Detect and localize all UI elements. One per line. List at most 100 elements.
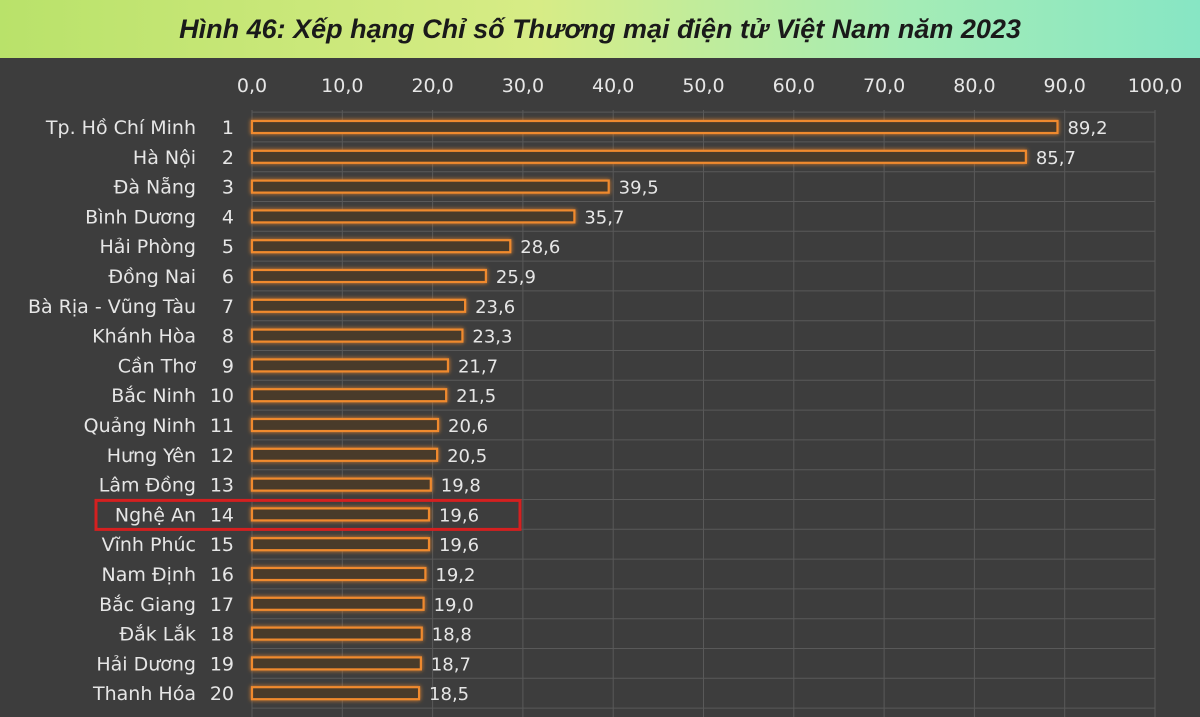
category-label: Hải Phòng	[100, 236, 196, 258]
value-label: 20,6	[448, 416, 488, 437]
category-label: Quảng Ninh	[84, 415, 196, 437]
rank-label: 19	[210, 653, 234, 675]
rank-label: 14	[210, 504, 234, 526]
value-label: 28,6	[520, 237, 560, 258]
rank-label: 11	[210, 415, 234, 437]
bar-chart: 0,0 10,0 20,0 30,0 40,0 50,0 60,0 70,0 80,0 90,0 1…	[28, 75, 1182, 717]
highlight-overlay	[94, 498, 522, 531]
category-label: Bắc Ninh	[111, 384, 196, 407]
value-label: 39,5	[619, 178, 659, 199]
category-label: Vĩnh Phúc	[102, 534, 196, 556]
rank-label: 13	[210, 475, 234, 497]
chart-title: Hình 46: Xếp hạng Chỉ số Thương mại điện…	[179, 13, 1021, 44]
rank-label: 1	[222, 117, 234, 139]
category-label: Cần Thơ	[118, 355, 197, 377]
category-label: Bà Rịa - Vũng Tàu	[28, 296, 196, 318]
value-label: 19,2	[435, 565, 475, 586]
category-label: Đà Nẵng	[114, 176, 196, 199]
x-tick-label: 30,0	[502, 75, 544, 97]
bar	[250, 417, 440, 433]
bars	[250, 119, 1059, 701]
x-tick-label: 20,0	[411, 75, 453, 97]
category-label: Nghệ An	[115, 504, 196, 526]
bar	[250, 239, 512, 254]
x-axis-ticks: 0,0 10,0 20,0 30,0 40,0 50,0 60,0 70,0 80,0 90,0 1…	[237, 75, 1182, 97]
bar	[250, 149, 1027, 164]
bar	[250, 298, 467, 313]
category-label: Đồng Nai	[108, 266, 196, 288]
rank-label: 5	[222, 236, 234, 258]
bar	[250, 477, 432, 492]
category-label: Khánh Hòa	[92, 326, 196, 348]
bar	[250, 566, 427, 582]
rank-label: 20	[210, 683, 234, 705]
rank-label: 9	[222, 355, 234, 377]
category-label: Bình Dương	[85, 206, 196, 228]
bar	[250, 179, 610, 194]
rank-label: 10	[210, 385, 234, 407]
value-label: 35,7	[584, 207, 624, 228]
value-label: 20,5	[447, 446, 487, 467]
x-tick-label: 90,0	[1044, 75, 1086, 97]
category-label: Bắc Giang	[99, 593, 196, 616]
value-label: 19,6	[439, 505, 479, 526]
bar	[250, 447, 439, 462]
value-label: 21,7	[458, 356, 498, 377]
rank-label: 3	[222, 177, 234, 199]
rank-label: 4	[222, 206, 234, 228]
bar	[250, 537, 431, 552]
value-label: 18,7	[431, 654, 471, 675]
rank-label: 15	[210, 534, 234, 556]
x-tick-label: 40,0	[592, 75, 634, 97]
bar	[250, 686, 421, 701]
value-label: 21,5	[456, 386, 496, 407]
x-tick-label: 50,0	[682, 75, 724, 97]
x-tick-label: 100,0	[1128, 75, 1182, 97]
rank-label: 6	[222, 266, 234, 288]
category-label: Nam Định	[102, 564, 197, 586]
category-label: Hải Dương	[96, 653, 196, 675]
rank-label: 12	[210, 445, 234, 467]
category-label: Hà Nội	[133, 147, 196, 169]
value-label: 19,0	[434, 595, 474, 616]
value-label: 89,2	[1067, 118, 1107, 139]
bar	[250, 388, 448, 403]
bar	[250, 626, 423, 641]
bar	[250, 656, 422, 671]
rank-label: 18	[210, 624, 234, 646]
category-label: Thanh Hóa	[92, 683, 196, 705]
value-label: 85,7	[1036, 148, 1076, 169]
grid-lines	[251, 110, 1156, 717]
value-label: 23,6	[475, 297, 515, 318]
value-label: 19,8	[441, 476, 481, 497]
category-label: Tp. Hồ Chí Minh	[45, 117, 196, 139]
rank-label: 2	[222, 147, 234, 169]
bar	[250, 268, 487, 284]
bar	[250, 328, 464, 343]
value-label: 23,3	[472, 327, 512, 348]
x-tick-label: 70,0	[863, 75, 905, 97]
title-bar: Hình 46: Xếp hạng Chỉ số Thương mại điện…	[0, 0, 1200, 58]
x-tick-label: 0,0	[237, 75, 267, 97]
category-label: Đắk Lắk	[119, 623, 196, 646]
category-labels: 89,2 1 Tp. Hồ Chí Minh 85,7 2 Hà Nội 39,5 3 Đà N…	[28, 117, 1108, 705]
bar	[250, 209, 576, 224]
rank-label: 17	[210, 594, 234, 616]
value-label: 18,5	[429, 684, 469, 705]
bar	[250, 119, 1059, 135]
rank-label: 7	[222, 296, 234, 318]
bar	[250, 358, 450, 373]
category-label: Hưng Yên	[107, 445, 196, 467]
value-label: 18,8	[432, 625, 472, 646]
bar	[250, 507, 431, 522]
x-tick-label: 60,0	[773, 75, 815, 97]
rank-label: 16	[210, 564, 234, 586]
category-label: Lâm Đồng	[99, 475, 196, 497]
value-label: 25,9	[496, 267, 536, 288]
value-label: 19,6	[439, 535, 479, 556]
x-tick-label: 10,0	[321, 75, 363, 97]
x-tick-label: 80,0	[953, 75, 995, 97]
rank-label: 8	[222, 326, 234, 348]
bar	[250, 596, 425, 611]
highlight-box	[94, 498, 522, 531]
